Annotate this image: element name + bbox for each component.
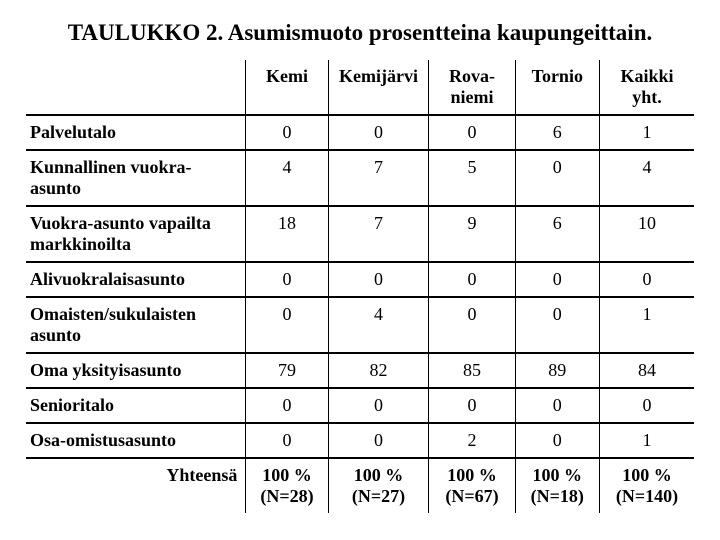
cell: 0 [515, 150, 599, 206]
table-row: Omaisten/sukulaisten asunto 0 4 0 0 1 [26, 297, 694, 353]
cell: 0 [246, 262, 328, 297]
table-title: TAULUKKO 2. Asumismuoto prosentteina kau… [26, 20, 694, 46]
header-kemi: Kemi [246, 60, 328, 115]
cell: 0 [246, 297, 328, 353]
header-kaikki: Kaikki yht. [599, 60, 694, 115]
cell: 0 [515, 388, 599, 423]
cell: 0 [246, 423, 328, 458]
cell: 82 [328, 353, 429, 388]
cell: 6 [515, 115, 599, 150]
table-row: Osa-omistusasunto 0 0 2 0 1 [26, 423, 694, 458]
cell: 0 [515, 423, 599, 458]
cell: 4 [328, 297, 429, 353]
cell: 18 [246, 206, 328, 262]
cell: 1 [599, 115, 694, 150]
cell: 2 [429, 423, 515, 458]
cell: 79 [246, 353, 328, 388]
cell: 4 [246, 150, 328, 206]
header-blank [26, 60, 246, 115]
cell: 10 [599, 206, 694, 262]
cell: 0 [599, 388, 694, 423]
totals-cell: 100 % (N=140) [599, 458, 694, 513]
cell: 7 [328, 150, 429, 206]
table-row: Vuokra-asunto vapailta markkinoilta 18 7… [26, 206, 694, 262]
cell: 1 [599, 423, 694, 458]
cell: 0 [429, 115, 515, 150]
totals-cell: 100 % (N=27) [328, 458, 429, 513]
row-label: Osa-omistusasunto [26, 423, 246, 458]
row-label: Oma yksityisasunto [26, 353, 246, 388]
totals-cell: 100 % (N=67) [429, 458, 515, 513]
table-body: Palvelutalo 0 0 0 6 1 Kunnallinen vuokra… [26, 115, 694, 513]
table-row: Kunnallinen vuokra-asunto 4 7 5 0 4 [26, 150, 694, 206]
cell: 0 [328, 388, 429, 423]
data-table: Kemi Kemijärvi Rova- niemi Tornio Kaikki… [26, 60, 694, 513]
cell: 0 [429, 262, 515, 297]
totals-label: Yhteensä [26, 458, 246, 513]
table-head: Kemi Kemijärvi Rova- niemi Tornio Kaikki… [26, 60, 694, 115]
page: TAULUKKO 2. Asumismuoto prosentteina kau… [0, 0, 720, 513]
row-label: Alivuokralaisasunto [26, 262, 246, 297]
cell: 85 [429, 353, 515, 388]
row-label: Senioritalo [26, 388, 246, 423]
table-row: Alivuokralaisasunto 0 0 0 0 0 [26, 262, 694, 297]
cell: 0 [328, 423, 429, 458]
totals-row: Yhteensä 100 % (N=28) 100 % (N=27) 100 %… [26, 458, 694, 513]
header-kemijarvi: Kemijärvi [328, 60, 429, 115]
cell: 7 [328, 206, 429, 262]
cell: 0 [429, 388, 515, 423]
cell: 4 [599, 150, 694, 206]
cell: 0 [246, 115, 328, 150]
cell: 0 [429, 297, 515, 353]
cell: 6 [515, 206, 599, 262]
cell: 0 [515, 297, 599, 353]
cell: 5 [429, 150, 515, 206]
cell: 9 [429, 206, 515, 262]
row-label: Omaisten/sukulaisten asunto [26, 297, 246, 353]
table-row: Senioritalo 0 0 0 0 0 [26, 388, 694, 423]
cell: 0 [599, 262, 694, 297]
table-row: Oma yksityisasunto 79 82 85 89 84 [26, 353, 694, 388]
row-label: Vuokra-asunto vapailta markkinoilta [26, 206, 246, 262]
totals-cell: 100 % (N=18) [515, 458, 599, 513]
table-row: Palvelutalo 0 0 0 6 1 [26, 115, 694, 150]
header-row: Kemi Kemijärvi Rova- niemi Tornio Kaikki… [26, 60, 694, 115]
totals-cell: 100 % (N=28) [246, 458, 328, 513]
cell: 0 [328, 262, 429, 297]
cell: 0 [328, 115, 429, 150]
row-label: Kunnallinen vuokra-asunto [26, 150, 246, 206]
cell: 1 [599, 297, 694, 353]
cell: 89 [515, 353, 599, 388]
cell: 0 [246, 388, 328, 423]
header-rovaniemi: Rova- niemi [429, 60, 515, 115]
header-tornio: Tornio [515, 60, 599, 115]
row-label: Palvelutalo [26, 115, 246, 150]
cell: 84 [599, 353, 694, 388]
cell: 0 [515, 262, 599, 297]
